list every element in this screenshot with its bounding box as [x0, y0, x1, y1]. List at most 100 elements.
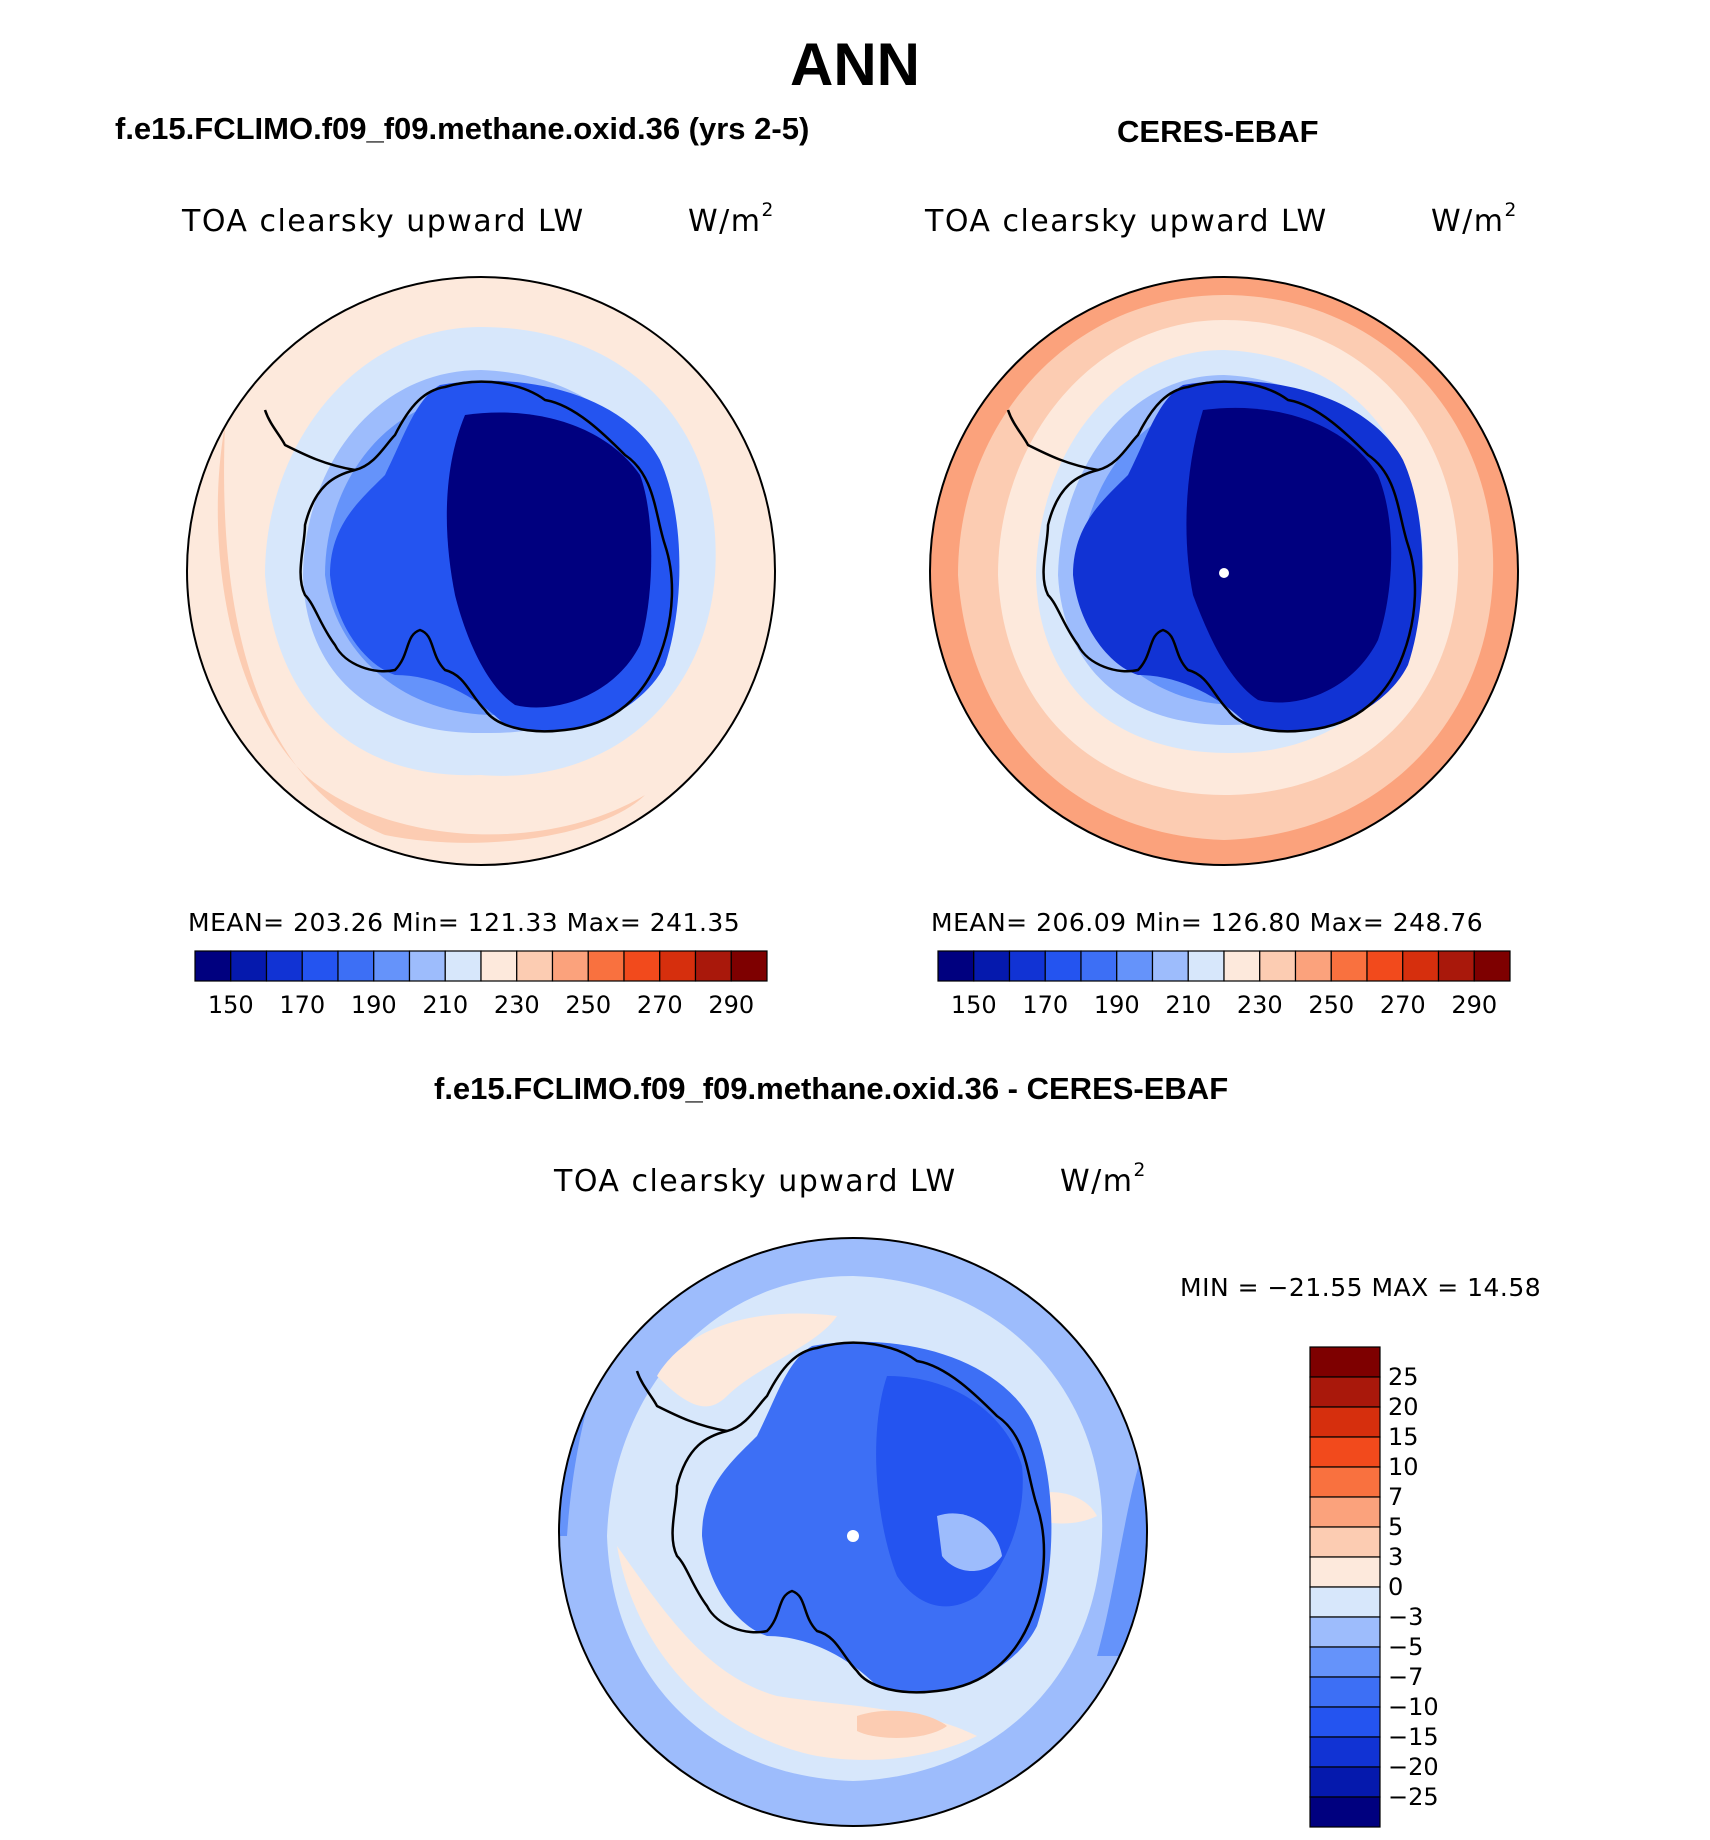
map-peninsula: [1006, 409, 1099, 472]
colorbar-tick-label: 170: [1022, 991, 1069, 1019]
panel1-case-title: f.e15.FCLIMO.f09_f09.methane.oxid.36 (yr…: [115, 111, 810, 146]
colorbar-box: [1309, 1466, 1381, 1498]
colorbar-tick-label: 0: [1388, 1573, 1404, 1601]
colorbar-box: [1259, 950, 1297, 982]
colorbar-box: [1309, 1556, 1381, 1588]
colorbar-box: [1309, 1766, 1381, 1798]
colorbar-tick-label: 250: [1308, 991, 1355, 1019]
colorbar-tick-label: 270: [1379, 991, 1426, 1019]
map-coastline: [1042, 380, 1417, 733]
panel2-stats: MEAN= 206.09 Min= 126.80 Max= 248.76: [931, 908, 1484, 937]
colorbar-box: [1309, 1406, 1381, 1438]
panel3-stats: MIN = −21.55 MAX = 14.58: [1180, 1273, 1542, 1302]
colorbar-tick-label: 10: [1388, 1453, 1419, 1481]
colorbar-tick-label: −20: [1388, 1753, 1439, 1781]
colorbar-tick-label: 7: [1388, 1483, 1404, 1511]
panel1-colorbar: [194, 950, 768, 982]
colorbar-box: [1309, 1736, 1381, 1768]
colorbar-tick-label: 250: [565, 991, 612, 1019]
colorbar-box: [659, 950, 697, 982]
colorbar-box: [408, 950, 446, 982]
main-title: ANN: [790, 31, 920, 98]
colorbar-box: [1309, 1346, 1381, 1378]
map-border: [186, 276, 776, 866]
panel2-case-title: CERES-EBAF: [1117, 114, 1319, 149]
panel2-polar-map: [929, 276, 1519, 866]
colorbar-box: [1309, 1706, 1381, 1738]
colorbar-box: [1008, 950, 1046, 982]
colorbar-box: [1437, 950, 1475, 982]
colorbar-tick-label: −15: [1388, 1723, 1439, 1751]
colorbar-box: [1294, 950, 1332, 982]
colorbar-box: [1330, 950, 1368, 982]
map-continent-core: [446, 412, 652, 708]
colorbar-box: [301, 950, 339, 982]
map-pole-dot: [1219, 568, 1229, 578]
colorbar-box: [1309, 1376, 1381, 1408]
colorbar-box: [1402, 950, 1440, 982]
colorbar-box: [1309, 1436, 1381, 1468]
colorbar-box: [230, 950, 268, 982]
colorbar-box: [1187, 950, 1225, 982]
colorbar-box: [730, 950, 768, 982]
colorbar-box: [1473, 950, 1511, 982]
panel2-units-exp: 2: [1504, 200, 1518, 222]
colorbar-box: [1151, 950, 1189, 982]
colorbar-box: [1309, 1496, 1381, 1528]
colorbar-box: [937, 950, 975, 982]
map-coastline: [671, 1341, 1046, 1694]
panel1-stats: MEAN= 203.26 Min= 121.33 Max= 241.35: [188, 908, 741, 937]
panel1-polar-map: [186, 276, 776, 866]
panel1-units: W/m2: [688, 201, 775, 239]
panel1-units-base: W/m: [688, 204, 762, 239]
panel1-colorbar-labels: 150 170 190 210 230 250 270 290: [195, 991, 767, 1021]
colorbar-box: [337, 950, 375, 982]
colorbar-box: [1044, 950, 1082, 982]
panel2-colorbar-labels: 150 170 190 210 230 250 270 290: [938, 991, 1510, 1021]
map-coastline: [299, 380, 674, 733]
colorbar-tick-label: 20: [1388, 1393, 1419, 1421]
panel1-plot-title: TOA clearsky upward LW: [182, 204, 585, 239]
colorbar-tick-label: 210: [1165, 991, 1212, 1019]
colorbar-tick-label: 290: [1451, 991, 1498, 1019]
panel3-plot-title: TOA clearsky upward LW: [554, 1164, 957, 1199]
panel1-units-exp: 2: [761, 200, 775, 222]
colorbar-box: [1309, 1586, 1381, 1618]
colorbar-box: [480, 950, 518, 982]
panel3-units: W/m2: [1060, 1161, 1147, 1199]
colorbar-box: [694, 950, 732, 982]
colorbar-tick-label: 5: [1388, 1513, 1404, 1541]
colorbar-tick-label: 150: [207, 991, 254, 1019]
colorbar-box: [551, 950, 589, 982]
colorbar-tick-label: −7: [1388, 1663, 1424, 1691]
map-positive-upper-left: [657, 1313, 837, 1407]
map-positive-lower-spot: [857, 1710, 947, 1738]
colorbar-tick-label: 25: [1388, 1363, 1419, 1391]
colorbar-box: [373, 950, 411, 982]
panel3-polar-map: [558, 1237, 1148, 1827]
colorbar-tick-label: −10: [1388, 1693, 1439, 1721]
colorbar-box: [1309, 1616, 1381, 1648]
colorbar-tick-label: 230: [493, 991, 540, 1019]
panel2-colorbar: [937, 950, 1511, 982]
colorbar-tick-label: 150: [950, 991, 997, 1019]
colorbar-box: [973, 950, 1011, 982]
colorbar-box: [1309, 1646, 1381, 1678]
panel3-case-title: f.e15.FCLIMO.f09_f09.methane.oxid.36 - C…: [434, 1071, 1229, 1106]
colorbar-box: [516, 950, 554, 982]
map-border: [929, 276, 1519, 866]
colorbar-box: [1309, 1526, 1381, 1558]
colorbar-tick-label: 3: [1388, 1543, 1404, 1571]
colorbar-tick-label: 190: [350, 991, 397, 1019]
map-peninsula: [635, 1370, 728, 1433]
colorbar-box: [623, 950, 661, 982]
panel3-units-exp: 2: [1133, 1160, 1147, 1182]
colorbar-tick-label: −25: [1388, 1783, 1439, 1811]
colorbar-box: [1116, 950, 1154, 982]
colorbar-tick-label: 270: [636, 991, 683, 1019]
panel3-colorbar: [1309, 1346, 1381, 1828]
colorbar-tick-label: 210: [422, 991, 469, 1019]
colorbar-tick-label: 15: [1388, 1423, 1419, 1451]
map-border: [558, 1237, 1148, 1827]
colorbar-tick-label: 190: [1093, 991, 1140, 1019]
